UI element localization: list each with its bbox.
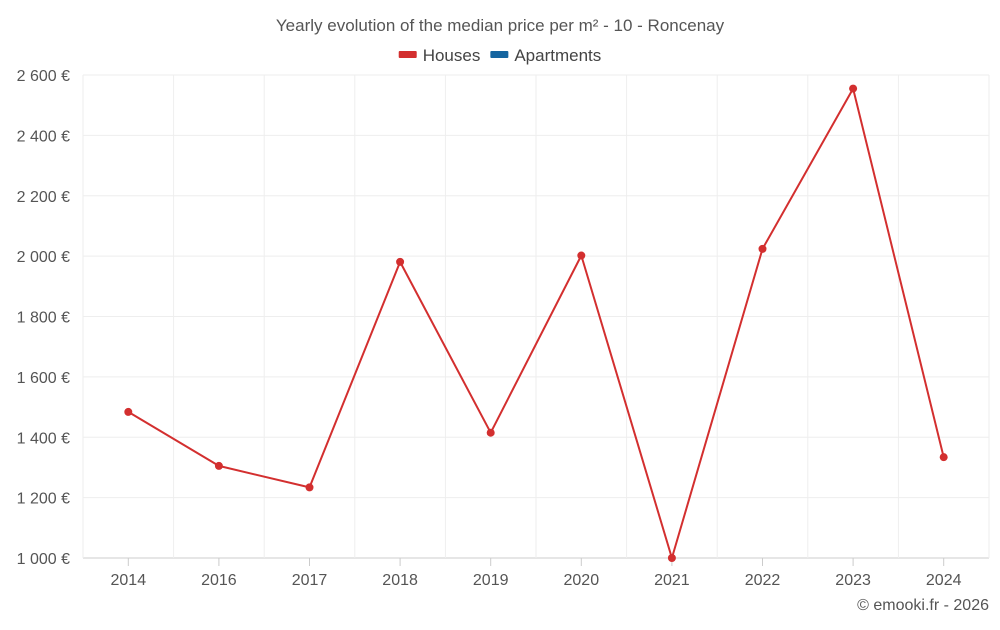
data-point-houses	[396, 257, 405, 266]
data-point-houses	[939, 453, 948, 462]
x-tick-label: 2021	[654, 572, 690, 589]
x-tick-label: 2018	[382, 572, 418, 589]
x-tick-label: 2014	[111, 572, 147, 589]
y-tick-label: 1 600 €	[17, 370, 70, 387]
x-tick-label: 2019	[473, 572, 509, 589]
x-tick-label: 2023	[835, 572, 871, 589]
credit-text: © emooki.fr - 2026	[857, 597, 989, 614]
x-tick-label: 2024	[926, 572, 962, 589]
y-axis: 1 000 € 1 200 € 1 400 € 1 600 € 1 800 € 2 000…	[17, 68, 70, 568]
x-tick-label: 2020	[564, 572, 600, 589]
chart-title: Yearly evolution of the median price per…	[276, 16, 725, 35]
x-tick-label: 2016	[201, 572, 237, 589]
grid-lines	[82, 74, 990, 559]
data-point-houses	[577, 251, 586, 260]
series-layer	[124, 84, 948, 562]
x-axis: 2014 2016 2017 2018 2019 2020 2021 2022 2023 2024	[111, 558, 962, 589]
y-tick-label: 1 000 €	[17, 551, 70, 568]
legend-swatch	[490, 51, 509, 58]
data-point-houses	[849, 84, 858, 93]
legend-label: Houses	[423, 46, 481, 65]
y-tick-label: 2 000 €	[17, 249, 70, 266]
data-point-houses	[305, 483, 314, 492]
y-tick-label: 1 200 €	[17, 491, 70, 508]
legend-label: Apartments	[514, 46, 601, 65]
data-point-houses	[758, 244, 767, 253]
series-line-houses	[127, 87, 945, 559]
data-point-houses	[124, 407, 133, 416]
y-tick-label: 2 400 €	[17, 128, 70, 145]
data-point-houses	[486, 428, 495, 437]
y-tick-label: 1 800 €	[17, 310, 70, 327]
y-tick-label: 1 400 €	[17, 430, 70, 447]
legend-item-apartments: Apartments	[490, 46, 601, 65]
legend-item-houses: Houses	[398, 46, 481, 65]
x-tick-label: 2022	[745, 572, 781, 589]
legend-swatch	[398, 51, 417, 58]
data-point-houses	[214, 461, 223, 470]
data-point-houses	[667, 554, 676, 562]
y-tick-label: 2 200 €	[17, 189, 70, 206]
x-tick-label: 2017	[292, 572, 328, 589]
legend: Houses Apartments	[398, 46, 601, 65]
y-tick-label: 2 600 €	[17, 68, 70, 85]
